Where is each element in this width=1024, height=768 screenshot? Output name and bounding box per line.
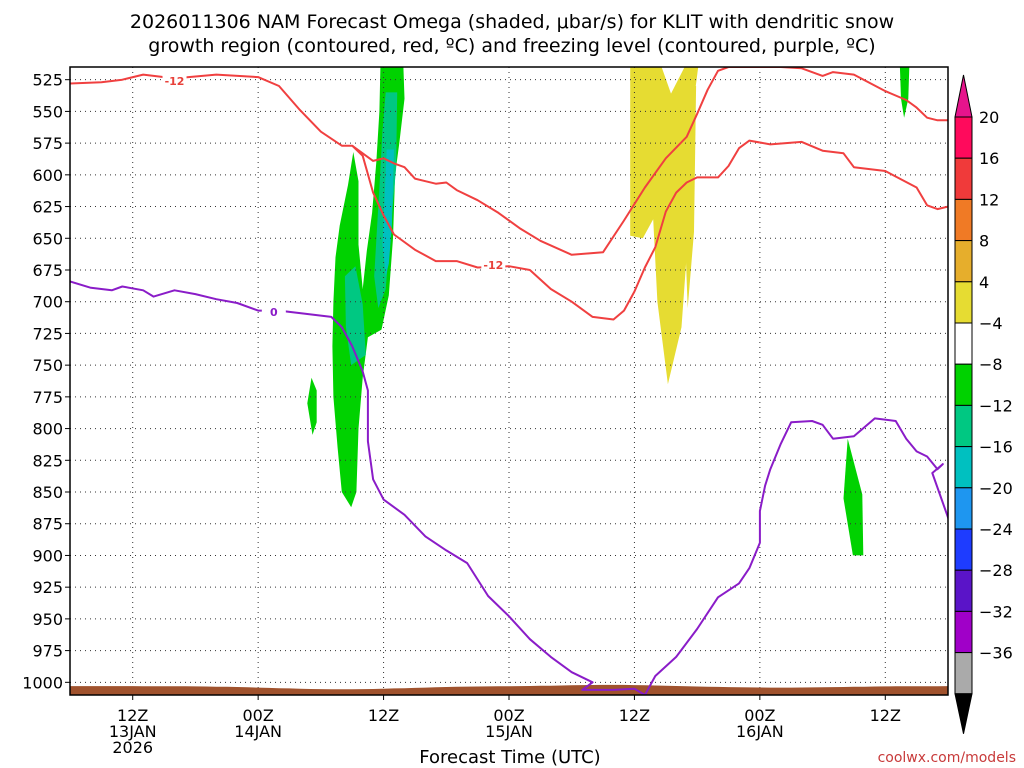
y-tick-label-550: 550 — [32, 102, 63, 121]
freezing-level-line — [70, 280, 948, 695]
colorbar-swatch-1 — [954, 157, 973, 200]
colorbar-swatch-8 — [954, 446, 973, 489]
chart-title-line-2: growth region (contoured, red, ºC) and f… — [148, 35, 875, 57]
y-tick-label-775: 775 — [32, 388, 63, 407]
x-tick-label-h66-1: 16JAN — [736, 722, 784, 741]
plot-frame — [69, 66, 949, 696]
colorbar-label-13: −36 — [979, 644, 1013, 663]
y-tick-label-750: 750 — [32, 356, 63, 375]
colorbar-label-1: 16 — [979, 149, 999, 168]
y-tick-label-525: 525 — [32, 71, 63, 90]
colorbar-label-3: 8 — [979, 232, 989, 251]
colorbar-swatch-5 — [954, 322, 973, 365]
x-tick-label-h18-0: 00Z — [242, 706, 273, 725]
x-tick-label-h66-0: 00Z — [744, 706, 775, 725]
x-tick-label-h54-0: 12Z — [619, 706, 650, 725]
colorbar-label-6: −8 — [979, 355, 1003, 374]
y-tick-label-850: 850 — [32, 483, 63, 502]
x-tick-label-h42-1: 15JAN — [485, 722, 533, 741]
colorbar-swatch-4 — [954, 281, 973, 324]
x-tick-label-h30-0: 12Z — [368, 706, 399, 725]
y-tick-label-975: 975 — [32, 642, 63, 661]
colorbar-label-0: 20 — [979, 108, 999, 127]
y-tick-label-600: 600 — [32, 166, 63, 185]
colorbar-label-8: −16 — [979, 438, 1013, 457]
y-tick-label-900: 900 — [32, 546, 63, 565]
dgz-upper-label: -12 — [165, 75, 185, 88]
omega-yellow-b — [684, 86, 697, 309]
y-tick-label-675: 675 — [32, 261, 63, 280]
colorbar-swatch-2 — [954, 198, 973, 242]
omega-green-right — [843, 438, 864, 556]
axes: 525 550 575 600 625 650 675 700 725 750 775 800 825 8… — [22, 66, 949, 757]
colorbar-label-2: 12 — [979, 190, 999, 209]
colorbar-label-9: −20 — [979, 479, 1013, 498]
x-tick-label-h42-0: 00Z — [493, 706, 524, 725]
y-tick-label-875: 875 — [32, 515, 63, 534]
x-tick-label-h6-1: 13JAN — [109, 722, 157, 741]
dgz-lower-label-bg — [481, 257, 506, 271]
y-tick-label-825: 825 — [32, 451, 63, 470]
y-tick-label-925: 925 — [32, 578, 63, 597]
y-tick-label-1000: 1000 — [22, 673, 63, 692]
colorbar-swatch-10 — [954, 528, 973, 571]
colorbar-label-12: −32 — [979, 602, 1013, 621]
colorbar-swatch-9 — [954, 487, 973, 530]
colorbar-swatch-7 — [954, 404, 973, 448]
colorbar-label-10: −24 — [979, 520, 1013, 539]
dgz-upper-line — [70, 67, 948, 256]
colorbar-swatch-3 — [954, 240, 973, 283]
freezing-level-label-bg — [261, 304, 286, 318]
plot-contents: -12 -12 0 — [70, 67, 948, 695]
colorbar-label-4: 4 — [979, 273, 989, 292]
omega-green-top-right — [899, 67, 910, 118]
colorbar-swatch-0 — [954, 116, 973, 159]
terrain-ground — [70, 684, 948, 695]
y-tick-label-625: 625 — [32, 198, 63, 217]
plot-area: -12 -12 0 — [70, 67, 948, 695]
omega-cyan-core — [382, 149, 394, 277]
colorbar-swatch-6 — [954, 363, 973, 406]
colorbar-swatch-12 — [954, 610, 973, 654]
dgz-upper-label-bg — [162, 73, 187, 87]
colorbar-bottom-arrow — [954, 693, 973, 734]
y-tick-label-725: 725 — [32, 324, 63, 343]
y-tick-label-700: 700 — [32, 293, 63, 312]
y-tick-label-950: 950 — [32, 610, 63, 629]
x-tick-label-h78-0: 12Z — [870, 706, 901, 725]
x-tick-label-h6-0: 12Z — [117, 706, 148, 725]
colorbar-label-11: −28 — [979, 561, 1013, 580]
colorbar-swatch-11 — [954, 569, 973, 612]
x-tick-label-h18-1: 14JAN — [234, 722, 282, 741]
colorbar-top-arrow — [954, 74, 973, 118]
y-tick-label-650: 650 — [32, 229, 63, 248]
dgz-lower-line — [351, 139, 948, 321]
x-tick-label-h6-2: 2026 — [112, 738, 153, 757]
credit-text: coolwx.com/models — [878, 750, 1016, 766]
colorbar-swatch-13 — [954, 652, 973, 695]
omega-yellow-a — [630, 67, 699, 385]
chart-title-line-1: 2026011306 NAM Forecast Omega (shaded, μ… — [130, 11, 894, 33]
freezing-level-label: 0 — [270, 306, 278, 319]
colorbar-label-7: −12 — [979, 396, 1013, 415]
y-tick-label-800: 800 — [32, 420, 63, 439]
colorbar-label-5: −4 — [979, 314, 1003, 333]
omega-green-small — [307, 377, 317, 435]
dgz-lower-label: -12 — [483, 259, 503, 272]
x-axis-label: Forecast Time (UTC) — [419, 747, 600, 768]
grid-lines — [70, 67, 948, 695]
omega-colorbar: 20 16 12 8 4 −4 −8 −12 −16 −20 −24 −28 −32 −36 — [954, 74, 1013, 734]
y-tick-label-575: 575 — [32, 134, 63, 153]
